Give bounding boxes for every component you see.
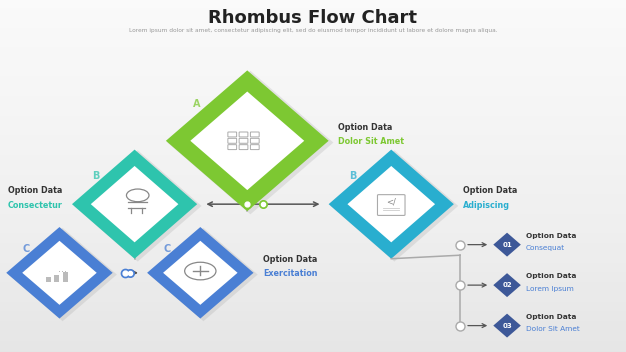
- Bar: [54, 275, 59, 282]
- Text: Dolor Sit Amet: Dolor Sit Amet: [338, 137, 404, 146]
- Text: C: C: [164, 244, 171, 254]
- Polygon shape: [91, 166, 178, 242]
- Text: </: </: [386, 198, 396, 207]
- Polygon shape: [347, 166, 435, 242]
- Polygon shape: [149, 228, 258, 321]
- Polygon shape: [493, 273, 521, 297]
- Text: Option Data: Option Data: [463, 186, 518, 195]
- Text: Dolor Sit Amet: Dolor Sit Amet: [526, 326, 580, 332]
- Polygon shape: [23, 241, 96, 305]
- Text: B: B: [349, 171, 356, 181]
- Polygon shape: [493, 233, 521, 257]
- Text: Option Data: Option Data: [263, 255, 317, 264]
- Text: ...: ...: [58, 264, 67, 274]
- Text: Lorem ipsum dolor sit amet, consectetur adipiscing elit, sed do eiusmod tempor i: Lorem ipsum dolor sit amet, consectetur …: [129, 28, 497, 33]
- Text: Option Data: Option Data: [526, 274, 576, 279]
- Polygon shape: [72, 150, 197, 259]
- Polygon shape: [331, 150, 458, 262]
- Polygon shape: [190, 92, 304, 190]
- Polygon shape: [166, 70, 329, 211]
- Text: 03: 03: [502, 322, 512, 329]
- Polygon shape: [8, 228, 117, 321]
- Text: Option Data: Option Data: [526, 233, 576, 239]
- Text: Rhombus Flow Chart: Rhombus Flow Chart: [208, 9, 418, 27]
- Text: Exercitation: Exercitation: [263, 269, 317, 278]
- Text: 01: 01: [502, 241, 512, 248]
- Text: Option Data: Option Data: [8, 186, 63, 195]
- Text: Lorem Ipsum: Lorem Ipsum: [526, 286, 573, 292]
- Text: A: A: [193, 99, 200, 109]
- Text: B: B: [92, 171, 100, 181]
- Text: Adipiscing: Adipiscing: [463, 201, 510, 210]
- Polygon shape: [6, 227, 113, 319]
- Polygon shape: [493, 314, 521, 338]
- Text: Option Data: Option Data: [338, 123, 393, 132]
- Text: Option Data: Option Data: [526, 314, 576, 320]
- Polygon shape: [74, 150, 202, 262]
- Polygon shape: [163, 241, 238, 305]
- Bar: [63, 272, 68, 282]
- Text: Consequat: Consequat: [526, 245, 565, 251]
- Text: Consectetur: Consectetur: [8, 201, 63, 210]
- Bar: [46, 277, 51, 282]
- Polygon shape: [147, 227, 254, 319]
- Text: 02: 02: [502, 282, 512, 288]
- Text: C: C: [23, 244, 30, 254]
- Polygon shape: [329, 150, 454, 259]
- Polygon shape: [167, 71, 334, 214]
